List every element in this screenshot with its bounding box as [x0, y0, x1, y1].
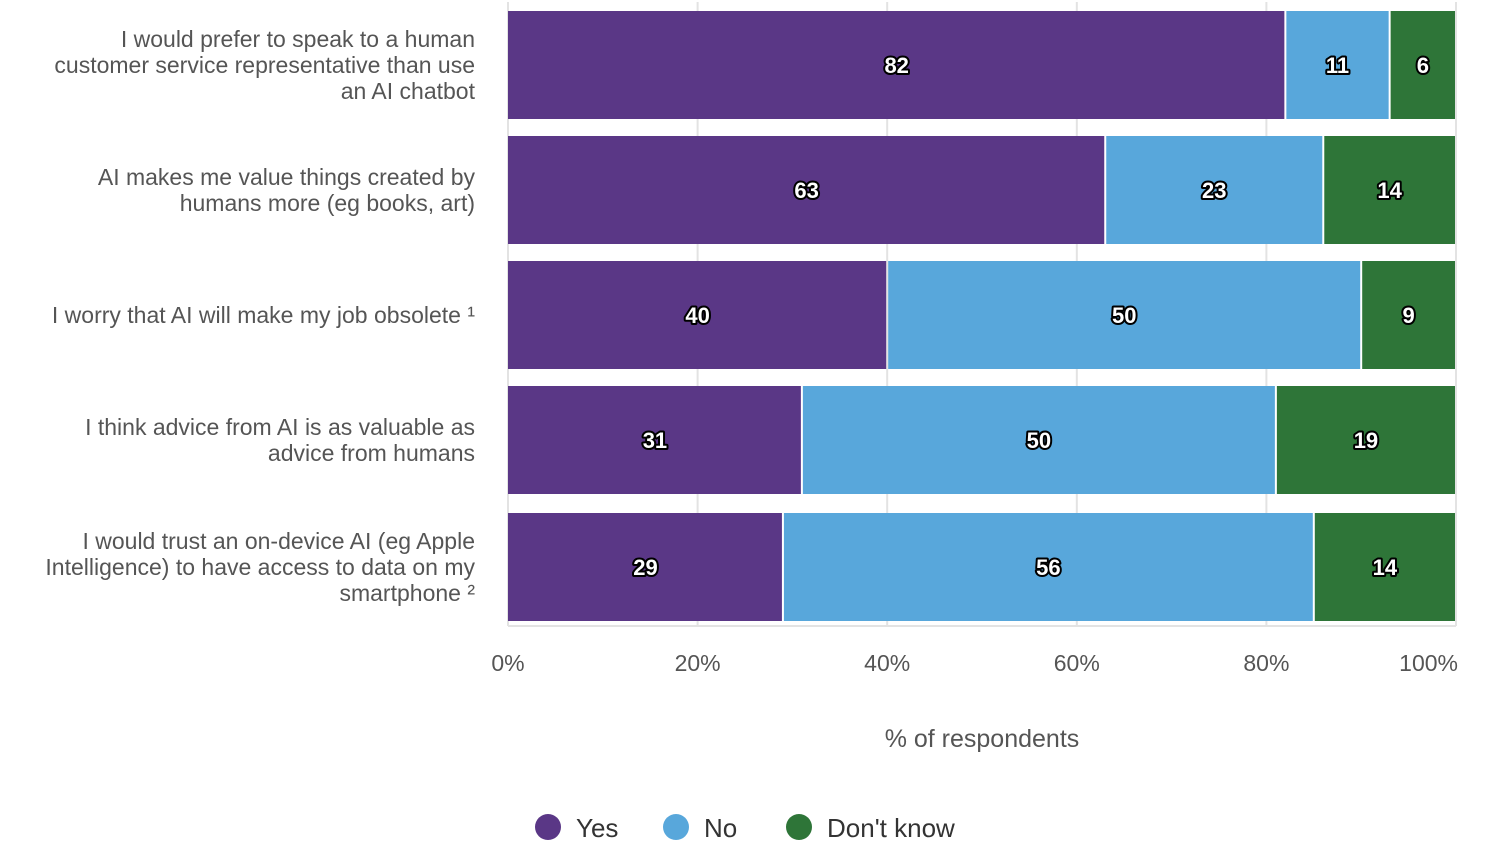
data-label-no-1: 23 — [1202, 178, 1226, 203]
data-label-yes-2: 40 — [685, 303, 709, 328]
bar-yes-0 — [508, 11, 1285, 119]
data-label-don-t-know-3: 19 — [1354, 428, 1378, 453]
category-label-line: advice from humans — [268, 440, 475, 466]
legend-label: Don't know — [827, 813, 955, 843]
legend-label: No — [704, 813, 737, 843]
bar-don-t-know-0 — [1390, 11, 1455, 119]
x-tick-label-60: 60% — [1054, 650, 1100, 676]
x-tick-label-0: 0% — [491, 650, 524, 676]
legend-label: Yes — [576, 813, 618, 843]
data-label-yes-1: 63 — [794, 178, 818, 203]
legend-item-don-t-know: Don't know — [786, 813, 955, 843]
data-label-don-t-know-0: 6 — [1417, 53, 1429, 78]
category-label-line: an AI chatbot — [341, 78, 476, 104]
category-label-4: I would trust an on-device AI (eg Apple I… — [45, 528, 475, 606]
data-label-no-3: 50 — [1027, 428, 1051, 453]
bar-yes-1 — [508, 136, 1105, 244]
category-label-1: AI makes me value things created by human… — [98, 164, 476, 216]
category-label-0: I would prefer to speak to a human custom… — [54, 26, 475, 104]
category-label-line: I worry that AI will make my job obsolet… — [52, 302, 475, 328]
data-labels: 82 11 6 63 23 14 40 50 9 31 50 19 29 56 14 — [631, 51, 1431, 582]
category-labels: I would prefer to speak to a human custom… — [45, 26, 475, 606]
bar-don-t-know-4 — [1314, 513, 1455, 621]
x-tick-label-20: 20% — [675, 650, 721, 676]
data-label-no-2: 50 — [1112, 303, 1136, 328]
category-label-2: I worry that AI will make my job obsolet… — [52, 302, 475, 328]
bar-don-t-know-3 — [1276, 386, 1455, 494]
data-label-yes-3: 31 — [643, 428, 667, 453]
bar-don-t-know-1 — [1324, 136, 1455, 244]
bar-no-4 — [783, 513, 1313, 621]
category-label-line: AI makes me value things created by — [98, 164, 476, 190]
data-label-yes-4: 29 — [633, 555, 657, 580]
category-label-line: I would prefer to speak to a human — [121, 26, 475, 52]
data-label-no-0: 11 — [1326, 53, 1349, 78]
bar-yes-3 — [508, 386, 801, 494]
x-axis-ticks: 0% 20% 40% 60% 80% 100% — [491, 625, 1458, 676]
x-axis-title: % of respondents — [885, 725, 1080, 753]
category-label-line: humans more (eg books, art) — [180, 190, 475, 216]
legend-item-yes: Yes — [535, 813, 618, 843]
legend-item-no: No — [663, 813, 737, 843]
category-label-3: I think advice from AI is as valuable as… — [85, 414, 475, 466]
x-tick-label-80: 80% — [1243, 650, 1289, 676]
legend-swatch — [786, 814, 812, 840]
x-tick-label-100: 100% — [1399, 650, 1458, 676]
category-label-line: customer service representative than use — [54, 52, 475, 78]
category-label-line: I would trust an on-device AI (eg Apple — [82, 528, 475, 554]
category-label-line: smartphone ² — [339, 580, 475, 606]
bar-yes-2 — [508, 261, 887, 369]
category-label-line: Intelligence) to have access to data on … — [45, 554, 475, 580]
bars — [508, 11, 1455, 621]
data-label-don-t-know-4: 14 — [1373, 555, 1398, 580]
data-label-yes-0: 82 — [884, 53, 908, 78]
category-label-line: I think advice from AI is as valuable as — [85, 414, 475, 440]
bar-no-3 — [802, 386, 1275, 494]
bar-yes-4 — [508, 513, 782, 621]
legend: Yes No Don't know — [535, 813, 955, 843]
data-label-no-4: 56 — [1036, 555, 1060, 580]
bar-no-0 — [1286, 11, 1389, 119]
bar-no-2 — [888, 261, 1361, 369]
data-label-don-t-know-1: 14 — [1377, 178, 1402, 203]
legend-swatch — [663, 814, 689, 840]
x-tick-label-40: 40% — [864, 650, 910, 676]
data-label-don-t-know-2: 9 — [1402, 303, 1414, 328]
bar-no-1 — [1106, 136, 1323, 244]
legend-swatch — [535, 814, 561, 840]
bar-don-t-know-2 — [1362, 261, 1455, 369]
